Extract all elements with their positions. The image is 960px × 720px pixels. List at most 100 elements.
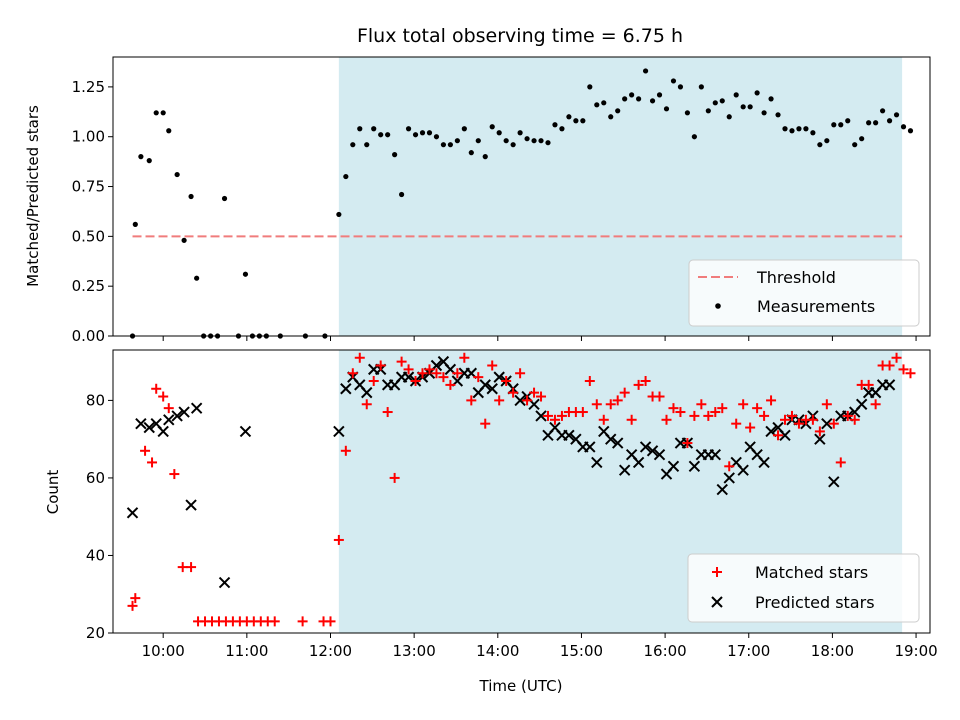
predicted-star-point <box>828 476 840 488</box>
cross-b <box>514 394 526 407</box>
cross-b <box>549 421 561 434</box>
matched-star-point <box>703 410 714 421</box>
measurement-point <box>482 154 488 160</box>
matched-star-point <box>556 410 567 421</box>
count-x-ticks: 10:00 11:00 12:00 13:00 14:00 15:00 16:00 17:00… <box>142 633 938 660</box>
measurement-point <box>859 136 865 142</box>
measurement-point <box>489 124 495 130</box>
measurement-point <box>663 106 670 112</box>
cross-b <box>535 410 547 422</box>
count-x-tick-label: 19:00 <box>894 642 937 660</box>
predicted-star-point <box>178 406 190 418</box>
measurement-point <box>852 142 858 148</box>
count-x-tick-label: 12:00 <box>309 642 352 660</box>
cross-b <box>171 410 183 422</box>
cross-b <box>591 456 603 469</box>
measurement-point <box>719 98 725 104</box>
matched-star-point <box>626 414 637 425</box>
measurement-point <box>559 126 565 132</box>
matched-star-point <box>598 414 609 425</box>
matched-star-point <box>403 364 414 375</box>
matched-star-point <box>807 414 818 425</box>
measurement-point <box>510 142 516 148</box>
predicted-star-point <box>563 429 575 441</box>
cross-b <box>340 383 352 395</box>
matched-star-point <box>549 414 560 425</box>
ratio-x-ticks <box>162 336 917 341</box>
predicted-star-point <box>591 456 603 469</box>
cross-b <box>751 448 763 461</box>
predicted-star-point <box>632 456 645 469</box>
matched-star-point <box>738 399 749 410</box>
measurement-point <box>412 132 419 138</box>
matched-star-point <box>542 410 553 421</box>
matched-star-point <box>396 356 407 367</box>
matched-star-point <box>731 418 742 429</box>
matched-star-point <box>163 403 174 414</box>
cross-b <box>765 425 777 438</box>
measurement-point <box>726 114 732 120</box>
matched-star-point <box>891 352 902 363</box>
cross-b <box>828 476 840 488</box>
predicted-star-point <box>814 433 826 445</box>
predicted-star-point <box>584 441 596 453</box>
count-legend: Matched stars Predicted stars <box>687 553 920 623</box>
matched-star-point <box>584 376 595 387</box>
measurement-point <box>636 96 642 102</box>
measurement-point <box>705 108 711 114</box>
cross-b <box>528 398 540 410</box>
matched-star-point <box>333 534 344 545</box>
matched-star-point <box>640 376 651 387</box>
matched-star-point <box>325 616 336 627</box>
measurement-point <box>545 140 551 146</box>
matched-star-point <box>480 418 491 429</box>
matched-star-point <box>459 352 470 363</box>
predicted-star-point <box>667 460 680 473</box>
measurement-point <box>188 193 194 200</box>
measurement-point <box>845 118 851 124</box>
legend-predicted-swatch <box>711 596 723 608</box>
matched-star-point <box>158 391 169 402</box>
count-y-tick-label: 80 <box>86 391 105 409</box>
predicted-star-point <box>855 398 868 410</box>
measurement-point <box>838 122 844 128</box>
cross-b <box>444 363 457 376</box>
predicted-star-point <box>737 464 749 476</box>
matched-star-point <box>297 616 308 627</box>
measurement-point <box>552 122 558 128</box>
measurement-point <box>398 191 405 198</box>
matched-star-point <box>354 352 365 363</box>
measurement-point <box>796 126 802 132</box>
ratio-y-tick-label: 0.75 <box>72 178 105 196</box>
predicted-star-point <box>486 383 498 395</box>
matched-star-point <box>619 387 630 398</box>
measurement-point <box>566 114 572 120</box>
cross-b <box>779 429 791 441</box>
predicted-star-point <box>163 414 175 426</box>
measurement-point <box>594 102 600 108</box>
matched-star-point <box>494 395 505 406</box>
measurement-point <box>866 120 872 126</box>
matched-star-point <box>417 368 428 379</box>
cross-b <box>772 421 784 434</box>
measurement-point <box>336 211 342 218</box>
matched-star-point <box>842 410 853 421</box>
matched-star-point <box>473 372 484 383</box>
measurement-point <box>642 68 649 74</box>
predicted-star-point <box>185 499 197 511</box>
matched-star-point <box>682 438 693 449</box>
matched-star-point <box>389 472 400 483</box>
matched-star-point <box>529 387 540 398</box>
predicted-star-point <box>716 483 728 496</box>
matched-star-point <box>786 410 797 421</box>
measurement-point <box>893 112 900 118</box>
cross-b <box>402 371 415 383</box>
matched-star-point <box>633 379 644 390</box>
cross-b <box>667 460 680 473</box>
cross-b <box>711 596 723 608</box>
measurement-point <box>181 237 187 243</box>
predicted-star-point <box>361 386 373 399</box>
measurement-point <box>174 171 180 178</box>
predicted-star-point <box>514 394 526 407</box>
